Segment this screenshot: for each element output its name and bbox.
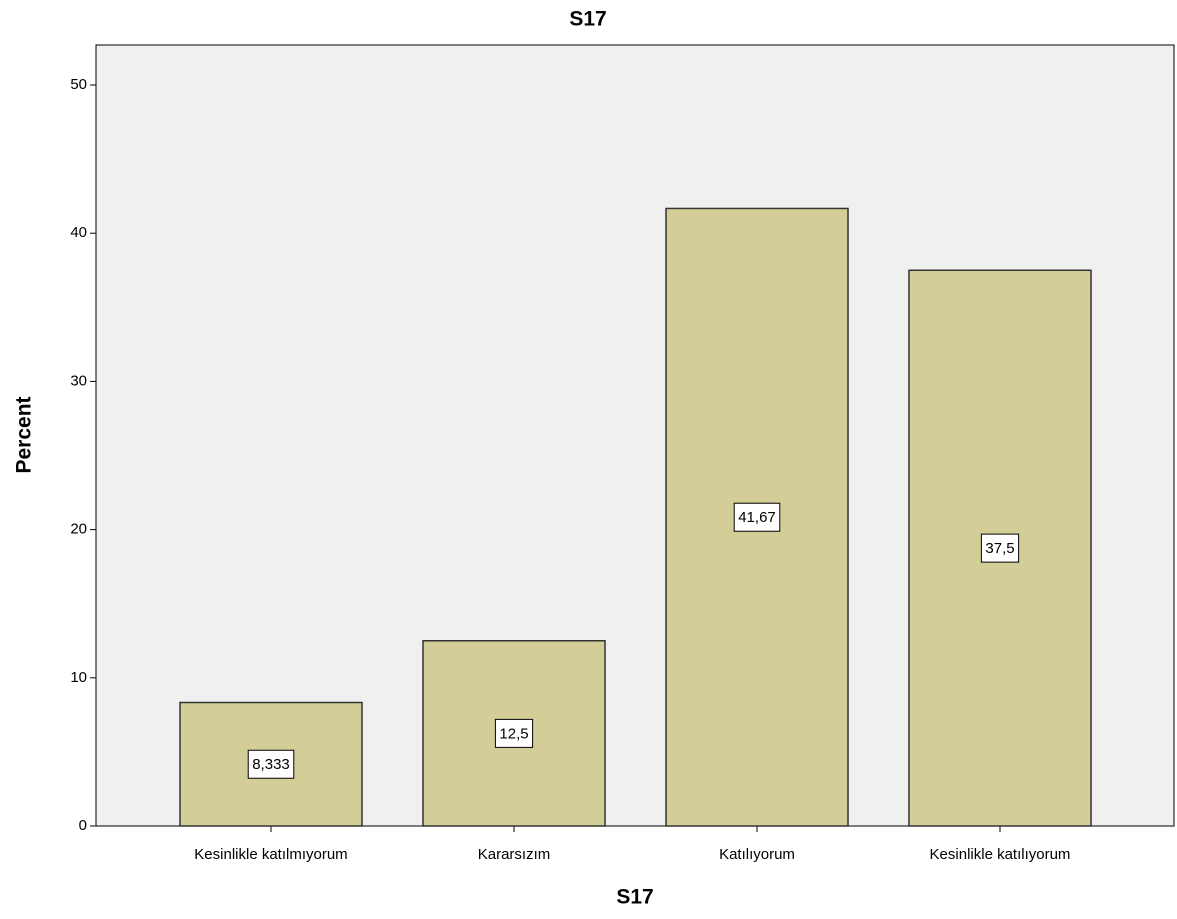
x-tick-label: Katılıyorum	[719, 846, 795, 863]
data-label-box	[247, 749, 295, 779]
data-label: 8,333	[252, 756, 290, 773]
x-tick-label: Kesinlikle katılmıyorum	[194, 846, 347, 863]
chart-title: S17	[569, 8, 606, 31]
x-axis-label: S17	[616, 886, 653, 909]
data-label: 12,5	[499, 725, 528, 742]
y-tick-label: 10	[70, 669, 87, 686]
data-label: 37,5	[985, 540, 1014, 557]
y-tick-label: 20	[70, 521, 87, 538]
data-label: 41,67	[738, 509, 776, 526]
y-tick-label: 0	[79, 817, 87, 834]
data-label-box	[980, 533, 1020, 563]
y-tick-label: 50	[70, 76, 87, 93]
y-tick-label: 40	[70, 224, 87, 241]
x-tick-label: Kesinlikle katılıyorum	[930, 846, 1071, 863]
x-tick-label: Kararsızım	[478, 846, 551, 863]
y-tick-label: 30	[70, 372, 87, 389]
y-axis-label: Percent	[13, 396, 36, 473]
data-label-box	[733, 502, 781, 532]
data-label-box	[494, 718, 534, 748]
